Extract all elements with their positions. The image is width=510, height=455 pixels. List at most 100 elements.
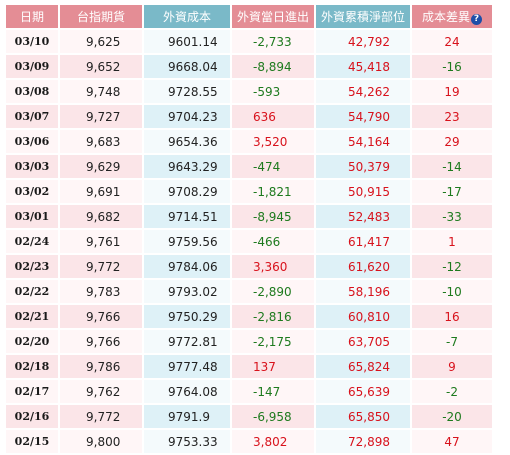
cell-position: 61,417	[316, 230, 410, 253]
cell-net: -2,733	[232, 30, 314, 53]
cell-futures: 9,800	[60, 430, 142, 453]
cell-cost: 9750.29	[144, 305, 230, 328]
cell-futures: 9,766	[60, 330, 142, 353]
cell-diff: -33	[412, 205, 492, 228]
cell-cost: 9764.08	[144, 380, 230, 403]
table-row: 02/20 9,766 9772.81 -2,175 63,705 -7	[6, 330, 492, 353]
table-row: 02/17 9,762 9764.08 -147 65,639 -2	[6, 380, 492, 403]
cell-cost: 9753.33	[144, 430, 230, 453]
cell-cost: 9728.55	[144, 80, 230, 103]
cell-position: 61,620	[316, 255, 410, 278]
foreign-cost-table: 日期 台指期貨 外資成本 外資當日進出 外資累積淨部位 成本差異? 03/10 9…	[4, 3, 494, 455]
table-row: 03/02 9,691 9708.29 -1,821 50,915 -17	[6, 180, 492, 203]
cell-cost: 9654.36	[144, 130, 230, 153]
cell-diff: -7	[412, 330, 492, 353]
cell-date: 02/21	[6, 305, 58, 328]
cell-futures: 9,766	[60, 305, 142, 328]
cell-position: 65,824	[316, 355, 410, 378]
table-row: 02/22 9,783 9793.02 -2,890 58,196 -10	[6, 280, 492, 303]
cell-date: 03/03	[6, 155, 58, 178]
cell-position: 58,196	[316, 280, 410, 303]
cell-diff: -12	[412, 255, 492, 278]
cell-net: -8,894	[232, 55, 314, 78]
header-futures: 台指期貨	[60, 5, 142, 28]
cell-net: 636	[232, 105, 314, 128]
table-row: 02/21 9,766 9750.29 -2,816 60,810 16	[6, 305, 492, 328]
cell-net: -8,945	[232, 205, 314, 228]
cell-position: 54,262	[316, 80, 410, 103]
cell-futures: 9,652	[60, 55, 142, 78]
header-diff-label: 成本差異	[421, 10, 470, 24]
cell-position: 50,379	[316, 155, 410, 178]
header-position: 外資累積淨部位	[316, 5, 410, 28]
cell-date: 02/17	[6, 380, 58, 403]
cell-futures: 9,786	[60, 355, 142, 378]
cell-date: 02/24	[6, 230, 58, 253]
table-row: 02/16 9,772 9791.9 -6,958 65,850 -20	[6, 405, 492, 428]
header-row: 日期 台指期貨 外資成本 外資當日進出 外資累積淨部位 成本差異?	[6, 5, 492, 28]
help-icon[interactable]: ?	[471, 14, 482, 25]
cell-diff: 47	[412, 430, 492, 453]
table-row: 03/10 9,625 9601.14 -2,733 42,792 24	[6, 30, 492, 53]
cell-cost: 9643.29	[144, 155, 230, 178]
cell-futures: 9,761	[60, 230, 142, 253]
cell-net: -6,958	[232, 405, 314, 428]
cell-futures: 9,629	[60, 155, 142, 178]
cell-cost: 9784.06	[144, 255, 230, 278]
cell-cost: 9759.56	[144, 230, 230, 253]
header-net: 外資當日進出	[232, 5, 314, 28]
table-body: 03/10 9,625 9601.14 -2,733 42,792 24 03/09 9,65…	[6, 30, 492, 453]
cell-diff: 9	[412, 355, 492, 378]
cell-futures: 9,682	[60, 205, 142, 228]
cell-futures: 9,691	[60, 180, 142, 203]
cell-date: 02/16	[6, 405, 58, 428]
table-row: 02/18 9,786 9777.48 137 65,824 9	[6, 355, 492, 378]
cell-date: 03/08	[6, 80, 58, 103]
cell-cost: 9704.23	[144, 105, 230, 128]
cell-position: 52,483	[316, 205, 410, 228]
cell-futures: 9,772	[60, 255, 142, 278]
cell-cost: 9777.48	[144, 355, 230, 378]
cell-diff: -16	[412, 55, 492, 78]
cell-futures: 9,762	[60, 380, 142, 403]
cell-diff: 23	[412, 105, 492, 128]
header-diff: 成本差異?	[412, 5, 492, 28]
table-row: 03/03 9,629 9643.29 -474 50,379 -14	[6, 155, 492, 178]
cell-diff: 24	[412, 30, 492, 53]
cell-diff: 1	[412, 230, 492, 253]
cell-date: 02/18	[6, 355, 58, 378]
cell-cost: 9793.02	[144, 280, 230, 303]
cell-diff: 19	[412, 80, 492, 103]
table-row: 02/23 9,772 9784.06 3,360 61,620 -12	[6, 255, 492, 278]
cell-date: 03/10	[6, 30, 58, 53]
cell-diff: -10	[412, 280, 492, 303]
cell-net: -147	[232, 380, 314, 403]
cell-net: -2,175	[232, 330, 314, 353]
cell-position: 63,705	[316, 330, 410, 353]
cell-position: 54,790	[316, 105, 410, 128]
table-row: 03/01 9,682 9714.51 -8,945 52,483 -33	[6, 205, 492, 228]
cell-date: 03/07	[6, 105, 58, 128]
cell-position: 60,810	[316, 305, 410, 328]
cell-diff: -20	[412, 405, 492, 428]
cell-net: 137	[232, 355, 314, 378]
cell-date: 03/01	[6, 205, 58, 228]
cell-net: 3,520	[232, 130, 314, 153]
cell-net: -593	[232, 80, 314, 103]
table-row: 03/08 9,748 9728.55 -593 54,262 19	[6, 80, 492, 103]
cell-futures: 9,783	[60, 280, 142, 303]
cell-position: 42,792	[316, 30, 410, 53]
cell-position: 72,898	[316, 430, 410, 453]
cell-cost: 9668.04	[144, 55, 230, 78]
cell-cost: 9708.29	[144, 180, 230, 203]
table-row: 02/24 9,761 9759.56 -466 61,417 1	[6, 230, 492, 253]
cell-net: 3,360	[232, 255, 314, 278]
cell-diff: 29	[412, 130, 492, 153]
cell-date: 02/15	[6, 430, 58, 453]
table-row: 03/09 9,652 9668.04 -8,894 45,418 -16	[6, 55, 492, 78]
cell-date: 03/06	[6, 130, 58, 153]
cell-position: 50,915	[316, 180, 410, 203]
cell-futures: 9,727	[60, 105, 142, 128]
cell-net: 3,802	[232, 430, 314, 453]
cell-date: 03/09	[6, 55, 58, 78]
